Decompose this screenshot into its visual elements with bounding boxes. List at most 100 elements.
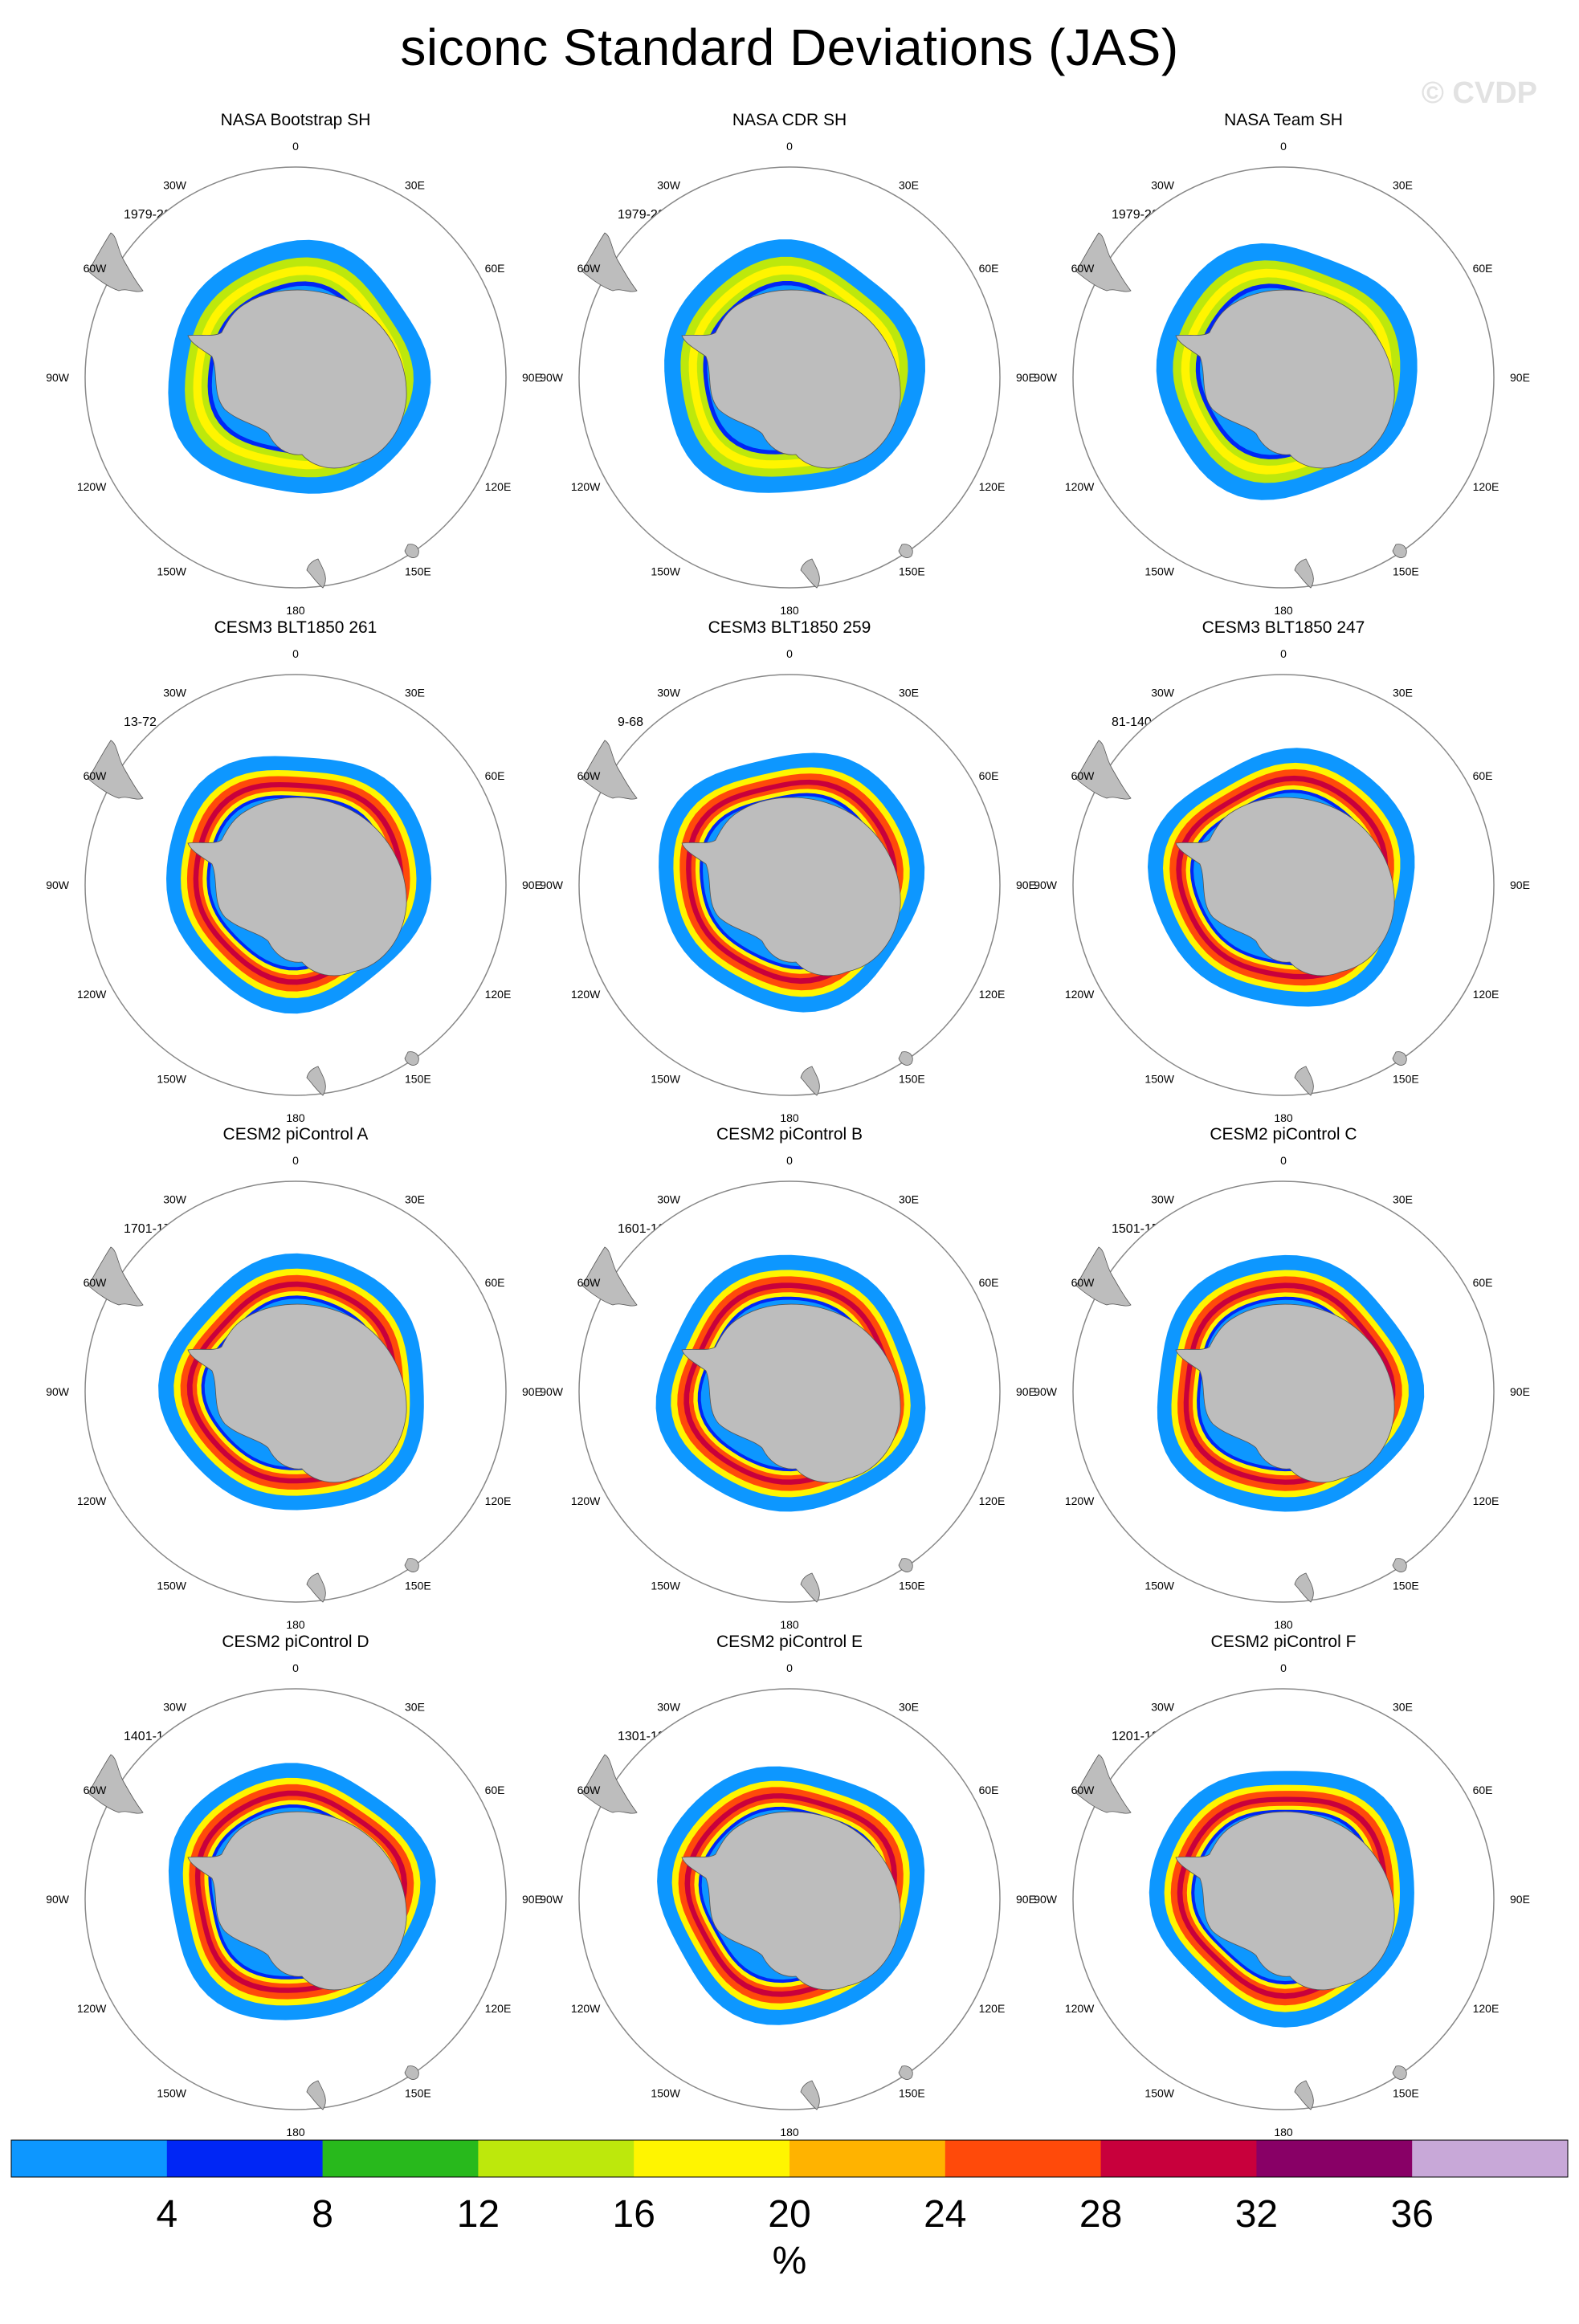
longitude-label: 90E: [1510, 1385, 1530, 1398]
new-zealand-landmass: [306, 2080, 326, 2110]
longitude-label: 150W: [651, 2087, 680, 2100]
tasmania-landmass: [404, 2065, 419, 2080]
colorbar-segment: [166, 2140, 324, 2177]
panel-title: CESM3 BLT1850 259: [708, 618, 871, 637]
longitude-label: 90W: [540, 1385, 564, 1398]
colorbar-tick-label: 32: [1235, 2193, 1278, 2236]
new-zealand-landmass: [306, 1066, 326, 1096]
longitude-label: 30E: [405, 1700, 425, 1713]
longitude-label: 120E: [979, 988, 1006, 1001]
longitude-label: 90E: [522, 879, 542, 891]
south-america-landmass: [581, 740, 638, 800]
longitude-label: 120E: [485, 1494, 512, 1507]
longitude-label: 30W: [163, 178, 187, 191]
antarctica-landmass: [187, 1811, 407, 1991]
longitude-label: 30E: [1393, 1193, 1413, 1205]
new-zealand-landmass: [1294, 1066, 1314, 1096]
longitude-label: 30W: [657, 1700, 681, 1713]
longitude-label: 30W: [1151, 1193, 1175, 1205]
longitude-label: 90E: [522, 1385, 542, 1398]
longitude-label: 30E: [405, 1193, 425, 1205]
antarctica-landmass: [187, 797, 407, 976]
longitude-label: 120W: [1065, 1494, 1095, 1507]
longitude-label: 150E: [899, 1580, 925, 1592]
longitude-label: 180: [286, 2126, 305, 2138]
colorbar-tick-label: 28: [1079, 2193, 1122, 2236]
panel-title: CESM2 piControl E: [716, 1633, 863, 1651]
longitude-label: 180: [1274, 1618, 1293, 1631]
map-panel: CESM2 piControl F1201-1260030E60E90E120E…: [1034, 1633, 1530, 2138]
longitude-label: 60W: [1071, 1276, 1096, 1289]
longitude-label: 90W: [1034, 879, 1058, 891]
panel-title: NASA CDR SH: [732, 111, 847, 129]
new-zealand-landmass: [800, 558, 820, 589]
longitude-label: 180: [780, 2126, 799, 2138]
colorbar-segment: [945, 2140, 1102, 2177]
longitude-label: 90W: [1034, 371, 1058, 384]
colorbar-segment: [1412, 2140, 1569, 2177]
longitude-label: 60E: [979, 769, 999, 782]
longitude-label: 150E: [405, 565, 431, 578]
longitude-label: 120W: [571, 1494, 601, 1507]
longitude-label: 150E: [899, 2087, 925, 2100]
south-america-landmass: [581, 1754, 638, 1814]
tasmania-landmass: [898, 1051, 913, 1066]
longitude-label: 30W: [657, 178, 681, 191]
colorbar-unit: %: [773, 2240, 807, 2282]
longitude-label: 0: [292, 1154, 299, 1167]
tasmania-landmass: [404, 1051, 419, 1066]
longitude-label: 0: [292, 647, 299, 660]
longitude-label: 60W: [84, 1276, 108, 1289]
longitude-label: 150W: [1144, 565, 1174, 578]
longitude-label: 0: [292, 1661, 299, 1674]
longitude-label: 60E: [1473, 1276, 1493, 1289]
colorbar-segment: [1256, 2140, 1413, 2177]
longitude-label: 60W: [577, 262, 602, 275]
longitude-label: 60W: [577, 1784, 602, 1796]
longitude-label: 30W: [163, 686, 187, 699]
map-panel: CESM3 BLT1850 261 13-72 0 30E 60E 90E 120E 150E…: [46, 618, 542, 1124]
longitude-label: 60W: [1071, 769, 1096, 782]
longitude-label: 90E: [1016, 1893, 1036, 1906]
longitude-label: 60E: [1473, 262, 1493, 275]
tasmania-landmass: [404, 1558, 419, 1572]
tasmania-landmass: [898, 2065, 913, 2080]
panel-period: 81-140: [1112, 716, 1152, 729]
longitude-label: 60W: [577, 1276, 602, 1289]
new-zealand-landmass: [1294, 2080, 1314, 2110]
antarctica-landmass: [681, 1303, 901, 1483]
longitude-label: 90E: [522, 1893, 542, 1906]
longitude-label: 180: [286, 1111, 305, 1124]
longitude-label: 0: [786, 647, 793, 660]
antarctica-landmass: [1175, 1303, 1395, 1483]
longitude-label: 30E: [405, 686, 425, 699]
panel-period: 9-68: [618, 716, 643, 729]
south-america-landmass: [1075, 1246, 1132, 1307]
longitude-label: 60W: [84, 1784, 108, 1796]
longitude-label: 150E: [1393, 565, 1419, 578]
tasmania-landmass: [898, 544, 913, 558]
longitude-label: 150E: [899, 1073, 925, 1086]
longitude-label: 180: [1274, 1111, 1293, 1124]
tasmania-landmass: [1392, 1051, 1407, 1066]
longitude-label: 120W: [77, 1494, 107, 1507]
map-panel: CESM2 piControl C1501-1560030E60E90E120E…: [1034, 1125, 1530, 1631]
longitude-label: 90E: [1510, 879, 1530, 891]
longitude-label: 150W: [1144, 1580, 1174, 1592]
colorbar-frame: [10, 2139, 1569, 2178]
longitude-label: 180: [286, 604, 305, 617]
longitude-label: 30E: [899, 1193, 919, 1205]
map-panel: NASA Bootstrap SH1979-2023030E60E90E120E…: [46, 111, 542, 617]
antarctica-landmass: [681, 1811, 901, 1991]
longitude-label: 0: [1280, 1154, 1287, 1167]
tasmania-landmass: [404, 544, 419, 558]
longitude-label: 150W: [651, 565, 680, 578]
longitude-label: 30E: [1393, 178, 1413, 191]
longitude-label: 90W: [1034, 1893, 1058, 1906]
longitude-label: 120W: [77, 988, 107, 1001]
longitude-label: 120E: [979, 480, 1006, 493]
south-america-landmass: [1075, 1754, 1132, 1814]
longitude-label: 120W: [77, 2002, 107, 2015]
longitude-label: 90W: [46, 879, 70, 891]
